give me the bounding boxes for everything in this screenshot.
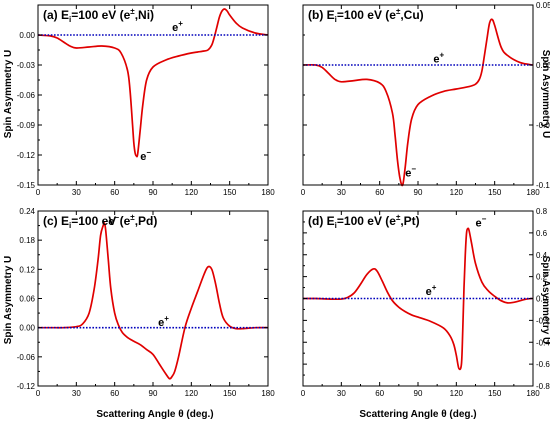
y-tick-label: 0.18 (19, 236, 35, 245)
y-axis-label-bottom-right: Spin Asymmetry U (540, 256, 550, 345)
y-tick-label: 0.06 (19, 295, 35, 304)
x-tick-label: 180 (526, 389, 540, 398)
plot-frame (37, 4, 269, 186)
x-tick-label: 150 (223, 389, 237, 398)
y-tick-label: 0.05 (536, 1, 550, 10)
electron-label: e− (108, 213, 119, 228)
series-curve (37, 8, 269, 158)
x-tick-label: 90 (414, 188, 423, 197)
y-tick-label: 0.0 (536, 295, 548, 304)
x-tick-label: 0 (36, 188, 41, 197)
x-axis-label-left: Scattering Angle θ (deg.) (96, 409, 213, 420)
y-tick-label: 0.4 (536, 251, 548, 260)
x-tick-label: 90 (414, 389, 423, 398)
y-tick-label: -0.10 (536, 181, 550, 190)
y-tick-label: -0.06 (17, 353, 36, 362)
x-tick-label: 60 (375, 188, 384, 197)
x-tick-label: 60 (110, 188, 119, 197)
x-tick-label: 0 (301, 389, 306, 398)
y-tick-label: 0.12 (19, 265, 35, 274)
y-tick-label: 0.00 (19, 31, 35, 40)
x-tick-label: 30 (337, 188, 346, 197)
y-axis-label-top-left: Spin Asymmetry U (3, 50, 14, 139)
x-tick-label: 60 (110, 389, 119, 398)
x-tick-label: 150 (223, 188, 237, 197)
y-tick-label: 0.8 (536, 207, 548, 216)
y-tick-label: -0.12 (17, 151, 36, 160)
positron-label: e+ (158, 314, 169, 329)
x-tick-label: 120 (185, 188, 199, 197)
y-tick-label: -0.2 (536, 316, 550, 325)
y-tick-label: -0.4 (536, 338, 550, 347)
x-tick-label: 30 (337, 389, 346, 398)
x-tick-label: 120 (450, 188, 464, 197)
y-tick-label: -0.05 (536, 121, 550, 130)
x-tick-label: 0 (301, 188, 306, 197)
positron-label: e+ (426, 283, 437, 298)
y-tick-label: -0.8 (536, 382, 550, 391)
series-electron (37, 8, 269, 158)
electron-label: e− (476, 214, 487, 229)
plot-frame (302, 4, 534, 186)
x-tick-label: 60 (375, 389, 384, 398)
series-electron (37, 222, 269, 380)
series-electron (302, 18, 534, 187)
x-tick-label: 90 (149, 188, 158, 197)
y-tick-label: 0.00 (536, 61, 550, 70)
y-tick-label: 0.2 (536, 273, 548, 282)
y-axis-label-bottom-left: Spin Asymmetry U (3, 256, 14, 345)
panel-title: (c) Ei=100 eV (e±,Pd) (43, 213, 157, 230)
x-tick-label: 150 (488, 389, 502, 398)
electron-label: e− (140, 148, 151, 163)
panel-title: (b) Ei=100 eV (e±,Cu) (308, 7, 424, 24)
x-tick-label: 150 (488, 188, 502, 197)
x-tick-label: 180 (526, 188, 540, 197)
y-axis-label-top-right: Spin Asymmetry U (540, 50, 550, 139)
panel-a: 0 30 60 90 120 150 180 -0.15 -0.12 -0.09 -0.06 -0.0… (17, 4, 275, 197)
x-tick-label: 0 (36, 389, 41, 398)
y-tick-label: -0.03 (17, 61, 36, 70)
series-electron (302, 227, 534, 371)
x-tick-label: 180 (261, 188, 275, 197)
y-tick-label: 0.00 (19, 324, 35, 333)
x-axis-label-right: Scattering Angle θ (deg.) (359, 409, 476, 420)
positron-label: e+ (172, 19, 183, 34)
y-tick-label: -0.12 (17, 382, 36, 391)
y-tick-label: 0.6 (536, 229, 548, 238)
x-tick-label: 180 (261, 389, 275, 398)
x-tick-label: 30 (72, 188, 81, 197)
plot-frame (37, 210, 269, 387)
x-tick-label: 120 (450, 389, 464, 398)
electron-label: e− (405, 165, 416, 180)
y-tick-label: -0.09 (17, 121, 36, 130)
x-tick-label: 30 (72, 389, 81, 398)
y-tick-label: -0.6 (536, 360, 550, 369)
y-tick-label: -0.15 (17, 181, 36, 190)
panel-title: (d) Ei=100 eV (e±,Pt) (308, 213, 420, 230)
panel-d: 0 30 60 90 120 150 180-0.8 -0.6 -0.4 -0.2 0.0 0.2 0.… (301, 207, 550, 398)
positron-label: e+ (433, 51, 444, 66)
y-tick-label: -0.06 (17, 91, 36, 100)
series-curve (302, 18, 534, 187)
x-tick-label: 90 (149, 389, 158, 398)
panel-c: 0 30 60 90 120 150 180 -0.12 -0.06 0.00 0.06 0.12 0.… (17, 207, 275, 398)
x-tick-label: 120 (185, 389, 199, 398)
panel-title: (a) Ei=100 eV (e±,Ni) (43, 7, 154, 24)
series-curve (37, 222, 269, 380)
y-tick-label: 0.24 (19, 207, 35, 216)
panel-b: 0 30 60 90 120 150 180-0.10 -0.05 0.00 0.05 (b) Ei… (301, 1, 550, 197)
